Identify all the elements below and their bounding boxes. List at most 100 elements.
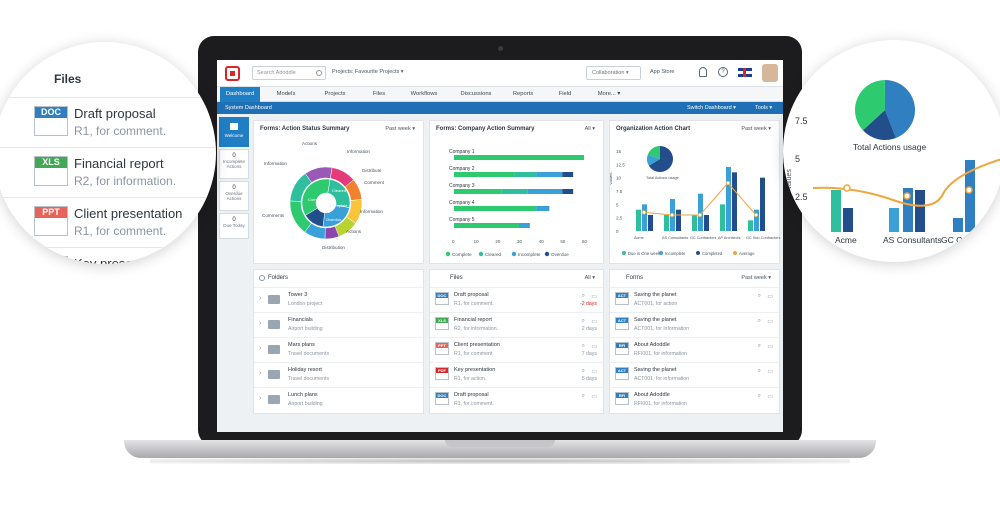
bar bbox=[754, 209, 759, 231]
chevron-right-icon[interactable]: › bbox=[259, 320, 262, 327]
company-bar-chart[interactable]: Company 1 Company 2 Company 3 Company 4 Comp… bbox=[430, 135, 605, 265]
rail-label: Incomplete Actions bbox=[222, 159, 245, 169]
collaboration-dropdown[interactable]: Collaboration ▾ bbox=[586, 66, 641, 80]
callout-file-row[interactable]: Key presen bbox=[0, 247, 216, 264]
tab-reports[interactable]: Reports bbox=[512, 91, 534, 97]
forms-row[interactable]: RFI About Adoddle RFI001, for information ⌕… bbox=[610, 387, 779, 411]
tab-more[interactable]: More... ▾ bbox=[597, 91, 621, 97]
logo[interactable] bbox=[225, 66, 240, 81]
uk-flag-icon[interactable] bbox=[738, 68, 752, 77]
legend-label: Complete bbox=[452, 252, 472, 257]
folder-icon bbox=[268, 295, 280, 304]
forms-row[interactable]: ACT Saving the planet ACT001, for informat… bbox=[610, 312, 779, 336]
attachment-icon[interactable]: ⌕ bbox=[757, 343, 761, 349]
files-row[interactable]: PDF Key presentation R1, for action. ⌕ ▭ 5 da… bbox=[430, 362, 603, 386]
files-row[interactable]: XLS Financial report R2, for information. ⌕… bbox=[430, 312, 603, 336]
company-filter[interactable]: All ▾ bbox=[584, 126, 595, 132]
comment-icon[interactable]: ▭ bbox=[591, 344, 597, 350]
sunburst-label: Information bbox=[264, 161, 287, 166]
tab-workflows[interactable]: Workflows bbox=[410, 91, 438, 97]
callout-caption: Total Actions usage bbox=[853, 142, 927, 152]
attachment-icon[interactable]: ⌕ bbox=[581, 368, 585, 374]
attachment-icon[interactable]: ⌕ bbox=[757, 368, 761, 374]
attachment-icon[interactable]: ⌕ bbox=[757, 318, 761, 324]
folder-row[interactable]: › Lunch plans Airport building bbox=[254, 387, 423, 411]
tab-models[interactable]: Models bbox=[276, 91, 296, 97]
comment-icon[interactable]: ▭ bbox=[767, 344, 773, 350]
tab-projects[interactable]: Projects bbox=[324, 91, 346, 97]
x-tick-label: 50 bbox=[560, 239, 566, 244]
callout-file-name: Draft proposal bbox=[74, 106, 156, 121]
rail-due-today[interactable]: 0 Due Today bbox=[219, 213, 249, 239]
chevron-right-icon[interactable]: › bbox=[259, 395, 262, 402]
comment-icon[interactable]: ▭ bbox=[767, 369, 773, 375]
search-icon[interactable] bbox=[316, 70, 322, 76]
search-icon[interactable] bbox=[259, 275, 265, 281]
forms-row[interactable]: RFI About Adoddle RFI001, for information ⌕… bbox=[610, 337, 779, 361]
switch-dashboard-button[interactable]: Switch Dashboard ▾ bbox=[687, 105, 736, 111]
callout-file-row[interactable]: DOC Draft proposal R1, for comment. bbox=[0, 97, 216, 149]
legend-label: Incomplete bbox=[665, 251, 686, 256]
comment-icon[interactable]: ▭ bbox=[767, 394, 773, 400]
comment-icon[interactable]: ▭ bbox=[591, 319, 597, 325]
comment-icon[interactable]: ▭ bbox=[591, 294, 597, 300]
files-row[interactable]: PPT Client presentation R1, for comment ⌕ ▭ 7… bbox=[430, 337, 603, 361]
rail-overdue[interactable]: 0 Overdue Actions bbox=[219, 181, 249, 211]
comment-icon[interactable]: ▭ bbox=[591, 394, 597, 400]
rail-welcome[interactable]: Welcome bbox=[219, 117, 249, 147]
sunburst-chart[interactable]: Actions Information Distribute Comment Infor… bbox=[254, 135, 425, 265]
document-type-icon: RFI bbox=[615, 392, 629, 405]
document-type-label: DOC bbox=[35, 107, 67, 118]
document-type-label: RFI bbox=[616, 343, 628, 348]
attachment-icon[interactable]: ⌕ bbox=[581, 318, 585, 324]
help-icon[interactable]: ? bbox=[718, 67, 728, 77]
folder-row[interactable]: › Mars plans Travel documents bbox=[254, 337, 423, 361]
forms-name: About Adoddle bbox=[634, 342, 670, 348]
folder-row[interactable]: › Financials Airport building bbox=[254, 312, 423, 336]
chevron-right-icon[interactable]: › bbox=[259, 345, 262, 352]
inset-pie-slice bbox=[648, 146, 673, 172]
document-type-icon: DOC bbox=[34, 106, 68, 136]
folder-row[interactable]: › Tower 3 London project bbox=[254, 287, 423, 311]
avatar[interactable] bbox=[762, 64, 778, 82]
files-row[interactable]: DOC Draft proposal R1, for comment. ⌕ ▭ -2 da… bbox=[430, 287, 603, 311]
folder-name: Mars plans bbox=[288, 342, 315, 348]
comment-icon[interactable]: ▭ bbox=[591, 369, 597, 375]
callout-file-row[interactable]: PPT Client presentation R1, for comment. bbox=[0, 197, 216, 249]
org-action-panel: Organization Action Chart Past week ▾ 0 2… bbox=[609, 120, 780, 264]
forms-row[interactable]: ACT Saving the planet ACT001, for informat… bbox=[610, 362, 779, 386]
rail-incomplete[interactable]: 0 Incomplete Actions bbox=[219, 149, 249, 179]
app-store-link[interactable]: App Store bbox=[650, 69, 675, 75]
files-row[interactable]: DOC Draft proposal R1, for comment. ⌕ ▭ bbox=[430, 387, 603, 411]
bar bbox=[676, 209, 681, 231]
org-bar-chart[interactable]: 0 2.5 5 7.5 10 12.5 15 Values Acme AS Consultants… bbox=[610, 135, 781, 265]
chevron-right-icon[interactable]: › bbox=[259, 295, 262, 302]
attachment-icon[interactable]: ⌕ bbox=[581, 293, 585, 299]
bell-icon[interactable] bbox=[699, 67, 707, 77]
forms-filter[interactable]: Past week ▾ bbox=[741, 275, 771, 281]
chevron-right-icon[interactable]: › bbox=[259, 370, 262, 377]
attachment-icon[interactable]: ⌕ bbox=[581, 393, 585, 399]
attachment-icon[interactable]: ⌕ bbox=[757, 293, 761, 299]
rail-label: Due Today bbox=[223, 223, 245, 228]
tab-field[interactable]: Field bbox=[558, 91, 572, 97]
tab-dashboard[interactable]: Dashboard bbox=[220, 87, 260, 102]
x-tick-label: 10 bbox=[474, 239, 480, 244]
files-filter[interactable]: All ▾ bbox=[584, 275, 595, 281]
forms-subtitle: ACT001, for information bbox=[634, 326, 690, 332]
side-rail: Welcome 0 Incomplete Actions 0 Overdue A… bbox=[219, 117, 249, 241]
org-filter[interactable]: Past week ▾ bbox=[741, 126, 771, 132]
attachment-icon[interactable]: ⌕ bbox=[581, 343, 585, 349]
comment-icon[interactable]: ▭ bbox=[767, 294, 773, 300]
search-input[interactable]: Search Adoddle bbox=[252, 66, 326, 80]
callout-file-row[interactable]: XLS Financial report R2, for information. bbox=[0, 147, 216, 199]
comment-icon[interactable]: ▭ bbox=[767, 319, 773, 325]
tab-files[interactable]: Files bbox=[372, 91, 386, 97]
period-filter[interactable]: Past week ▾ bbox=[385, 126, 415, 132]
tab-discussions[interactable]: Discussions bbox=[460, 91, 492, 97]
projects-dropdown[interactable]: Projects: Favourite Projects ▾ bbox=[332, 69, 404, 75]
tools-button[interactable]: Tools ▾ bbox=[755, 105, 773, 111]
folder-row[interactable]: › Holiday resort Travel documents bbox=[254, 362, 423, 386]
attachment-icon[interactable]: ⌕ bbox=[757, 393, 761, 399]
forms-row[interactable]: ACT Saving the planet ACT001, for action ⌕ ▭ bbox=[610, 287, 779, 311]
